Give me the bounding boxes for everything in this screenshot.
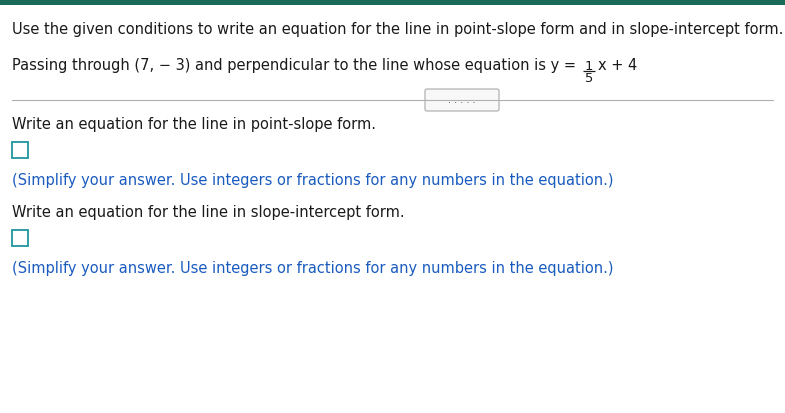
FancyBboxPatch shape [0, 0, 785, 5]
Text: Write an equation for the line in point-slope form.: Write an equation for the line in point-… [12, 117, 376, 132]
Text: (Simplify your answer. Use integers or fractions for any numbers in the equation: (Simplify your answer. Use integers or f… [12, 173, 614, 188]
FancyBboxPatch shape [12, 142, 28, 158]
Text: Passing through (7, − 3) and perpendicular to the line whose equation is y =: Passing through (7, − 3) and perpendicul… [12, 58, 581, 73]
Text: (Simplify your answer. Use integers or fractions for any numbers in the equation: (Simplify your answer. Use integers or f… [12, 261, 614, 276]
Text: x + 4: x + 4 [597, 58, 637, 73]
Text: 1: 1 [585, 60, 593, 73]
Text: . . . . .: . . . . . [448, 95, 476, 105]
FancyBboxPatch shape [12, 230, 28, 246]
Text: Write an equation for the line in slope-intercept form.: Write an equation for the line in slope-… [12, 205, 404, 220]
Text: Use the given conditions to write an equation for the line in point-slope form a: Use the given conditions to write an equ… [12, 22, 783, 37]
FancyBboxPatch shape [425, 89, 499, 111]
Text: 5: 5 [585, 72, 593, 85]
